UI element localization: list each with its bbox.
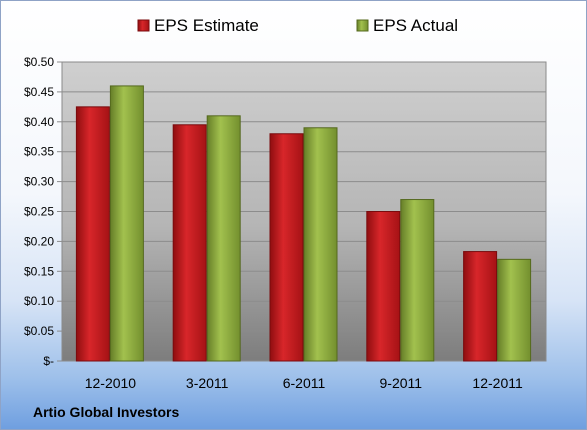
x-category-label: 12-2011 [472, 375, 523, 391]
legend-swatch [356, 19, 369, 32]
legend: EPS Estimate EPS Actual [137, 16, 458, 35]
y-tick-label: $0.30 [24, 175, 54, 189]
x-category-label: 6-2011 [283, 375, 326, 391]
y-tick-label: $0.50 [24, 55, 54, 69]
y-tick-label: $0.15 [24, 264, 54, 278]
legend-label: EPS Estimate [154, 16, 259, 35]
bar-eps-actual [206, 115, 241, 362]
bar-eps-estimate [463, 251, 498, 362]
y-tick-label: $0.05 [24, 324, 54, 338]
x-category-label: 3-2011 [186, 375, 229, 391]
bar-eps-estimate [75, 106, 110, 362]
bar-layer [75, 85, 532, 362]
legend-label: EPS Actual [373, 16, 458, 35]
x-category-label: 12-2010 [85, 375, 137, 391]
bar-eps-actual [109, 85, 144, 362]
tick-layer: $- $0.05 $0.10 $0.15 $0.20 $0.25 $0.30 $0.35 $0.… [24, 55, 62, 368]
y-tick-label: $0.40 [24, 115, 54, 129]
bar-eps-actual [497, 258, 532, 362]
bar-eps-estimate [172, 124, 207, 362]
y-tick-label: $0.25 [24, 205, 54, 219]
y-tick-label: $0.10 [24, 294, 54, 308]
bar-eps-estimate [366, 211, 401, 362]
category-labels: 12-2010 3-2011 6-2011 9-2011 12-2011 [85, 375, 523, 391]
company-label: Artio Global Investors [33, 404, 180, 420]
legend-swatch [137, 19, 150, 32]
y-tick-label: $0.20 [24, 234, 54, 248]
y-tick-label: $0.45 [24, 85, 54, 99]
bar-eps-actual [303, 127, 338, 362]
y-tick-label: $0.35 [24, 145, 54, 159]
y-tick-label: $- [43, 354, 54, 368]
bar-eps-estimate [269, 133, 304, 362]
x-category-label: 9-2011 [380, 375, 423, 391]
bar-eps-actual [400, 199, 435, 362]
